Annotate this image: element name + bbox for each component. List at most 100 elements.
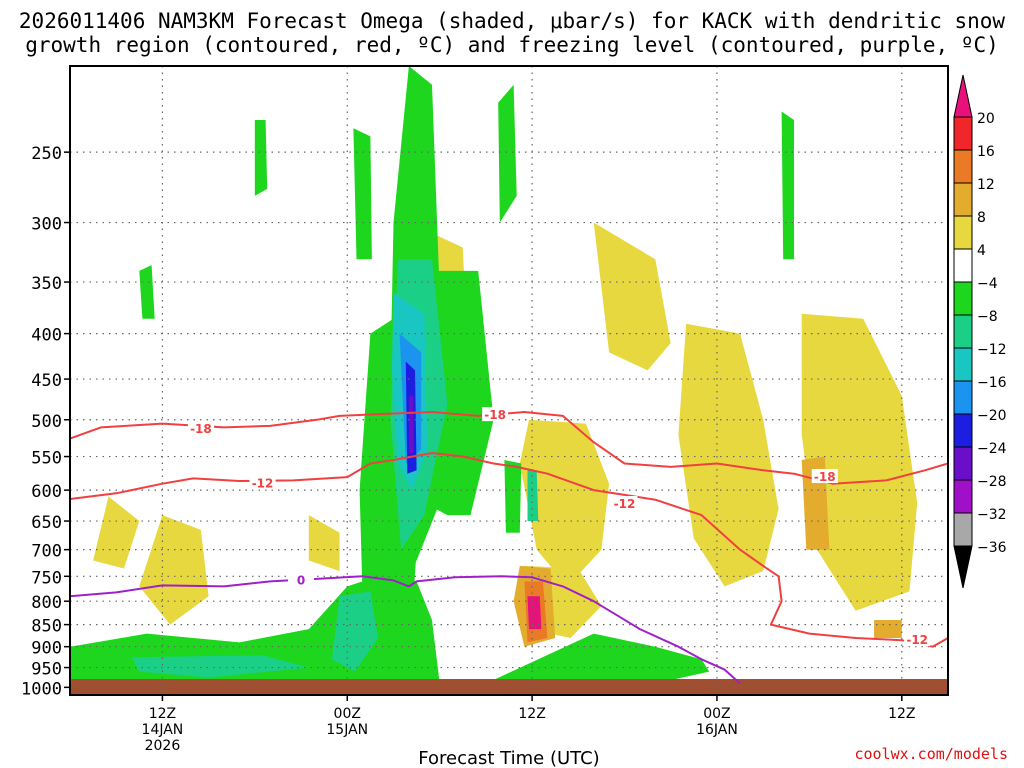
- x-tick-label-48-0: 00Z: [703, 706, 730, 722]
- x-axis-label: Forecast Time (UTC): [418, 748, 599, 768]
- contour-label-dendritic--18-1: -18: [484, 408, 506, 422]
- y-tick-label-300: 300: [31, 215, 62, 235]
- contour-layer: -18 -18 -18 -12 -12 -12 0: [70, 407, 948, 685]
- ground-strip: [70, 679, 948, 695]
- colorbar-bin-8: [953, 380, 973, 415]
- chart-title-line-1: 2026011406 NAM3KM Forecast Omega (shaded…: [18, 9, 1006, 33]
- omega-region-15: [139, 265, 155, 319]
- y-tick-label-1000: 1000: [21, 679, 62, 699]
- colorbar-bin-11: [953, 479, 973, 514]
- colorbar-label-2: 12: [977, 177, 995, 193]
- colorbar-bin-0: [953, 116, 973, 151]
- omega-region-3: [593, 222, 671, 371]
- colorbar-label-6: −8: [977, 309, 998, 325]
- gridlines: [70, 66, 948, 695]
- omega-region-30: [527, 470, 539, 521]
- y-tick-label-800: 800: [31, 593, 62, 613]
- omega-region-25: [356, 170, 368, 229]
- omega-region-17: [781, 111, 794, 260]
- contour-label-dendritic--12-1: -12: [614, 497, 636, 511]
- x-tick-label-24-1: 15JAN: [326, 722, 368, 738]
- colorbar: 20 16 12 8 4 −4 −8 −12 −16 −20 −24 −28 −32 −36: [953, 74, 1007, 589]
- y-tick-label-950: 950: [31, 660, 62, 680]
- contour-label-bg-dendritic--18-2: [811, 469, 838, 484]
- y-tick-label-600: 600: [31, 482, 62, 502]
- chart-title-line-2: growth region (contoured, red, ºC) and f…: [25, 33, 999, 57]
- x-tick-label-60-0: 12Z: [888, 706, 915, 722]
- contour-label-dendritic--12-2: -12: [906, 633, 928, 647]
- x-tick-label-12-1: 14JAN: [142, 722, 184, 738]
- x-tick-label-12-0: 12Z: [149, 706, 176, 722]
- colorbar-bin-2: [953, 182, 973, 217]
- y-tick-label-850: 850: [31, 617, 62, 637]
- contour-label-freezing-level-0-0: 0: [297, 573, 305, 587]
- colorbar-label-8: −16: [977, 375, 1007, 391]
- colorbar-label-7: −12: [977, 342, 1007, 358]
- colorbar-bin-3: [953, 215, 973, 250]
- colorbar-bin-9: [953, 413, 973, 448]
- omega-region-22: [504, 460, 522, 533]
- colorbar-label-9: −20: [977, 408, 1007, 424]
- colorbar-bin-4: [953, 248, 973, 283]
- colorbar-label-5: −4: [977, 276, 998, 292]
- omega-region-24: [485, 633, 710, 684]
- omega-region-13: [527, 596, 542, 630]
- colorbar-bin-5: [953, 281, 973, 316]
- y-tick-label-350: 350: [31, 274, 62, 294]
- x-tick-label-36-0: 12Z: [518, 706, 545, 722]
- colorbar-bin-10: [953, 446, 973, 481]
- y-axis: 2503003504004505005506006507007508008509…: [21, 144, 70, 699]
- y-tick-label-900: 900: [31, 639, 62, 659]
- colorbar-label-13: −36: [977, 540, 1007, 556]
- contour-label-bg-dendritic--18-0: [187, 420, 214, 435]
- colorbar-bin-1: [953, 149, 973, 184]
- y-tick-label-550: 550: [31, 449, 62, 469]
- colorbar-label-0: 20: [977, 111, 995, 127]
- omega-region-2: [801, 313, 918, 611]
- contour-label-bg-dendritic--18-1: [482, 407, 509, 422]
- omega-region-34: [408, 395, 414, 453]
- x-tick-label-24-0: 00Z: [334, 706, 361, 722]
- y-tick-label-400: 400: [31, 326, 62, 346]
- contour-label-dendritic--12-0: -12: [252, 477, 274, 491]
- y-tick-label-700: 700: [31, 542, 62, 562]
- colorbar-bin-12: [953, 512, 973, 547]
- colorbar-bin-7: [953, 347, 973, 382]
- omega-region-14: [254, 120, 268, 196]
- y-tick-label-750: 750: [31, 568, 62, 588]
- x-tick-label-12-2: 2026: [145, 738, 181, 754]
- omega-shading-layer: [70, 66, 918, 684]
- colorbar-label-12: −32: [977, 507, 1007, 523]
- contour-freezing-level-0: [70, 575, 741, 685]
- y-tick-label-450: 450: [31, 371, 62, 391]
- colorbar-label-11: −28: [977, 474, 1007, 490]
- omega-region-10: [874, 620, 902, 638]
- colorbar-bottom-arrow: [953, 545, 973, 589]
- contour-label-dendritic--18-2: -18: [814, 470, 836, 484]
- y-tick-label-500: 500: [31, 412, 62, 432]
- colorbar-label-10: −24: [977, 441, 1007, 457]
- omega-region-18: [498, 84, 517, 223]
- colorbar-label-1: 16: [977, 144, 995, 160]
- site-credit: coolwx.com/models: [854, 745, 1008, 763]
- colorbar-bin-6: [953, 314, 973, 349]
- omega-region-28: [331, 591, 379, 672]
- colorbar-label-4: 4: [977, 243, 986, 259]
- contour-label-bg-dendritic--12-0: [249, 475, 276, 490]
- colorbar-label-3: 8: [977, 210, 986, 226]
- omega-region-0: [519, 419, 610, 587]
- colorbar-top-arrow: [953, 74, 973, 118]
- omega-region-1: [678, 323, 779, 587]
- contour-label-dendritic--18-0: -18: [190, 422, 212, 436]
- y-tick-label-650: 650: [31, 513, 62, 533]
- omega-region-8: [308, 515, 340, 572]
- contour-label-bg-freezing-level-0-0: [288, 572, 315, 587]
- omega-region-4: [93, 496, 140, 569]
- contour-label-bg-dendritic--12-1: [611, 496, 638, 511]
- y-tick-label-250: 250: [31, 144, 62, 164]
- omega-region-29: [131, 655, 309, 678]
- x-tick-label-48-1: 16JAN: [696, 722, 738, 738]
- plot-frame: [69, 65, 949, 696]
